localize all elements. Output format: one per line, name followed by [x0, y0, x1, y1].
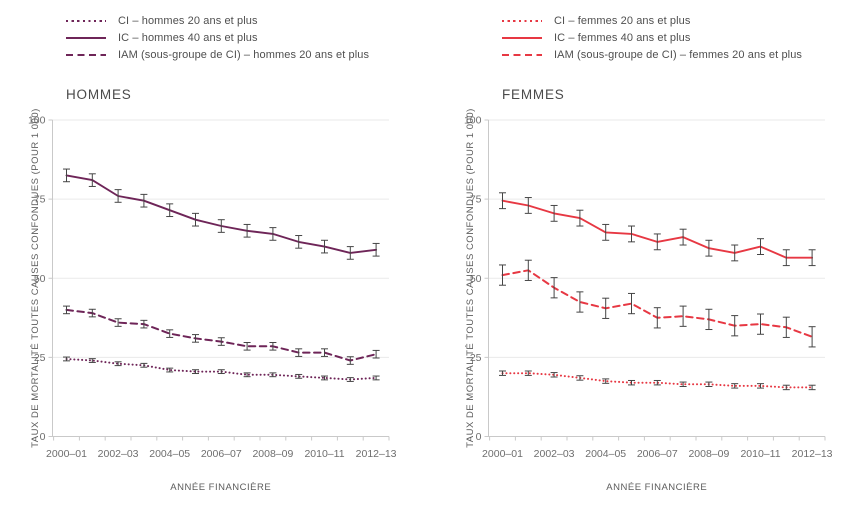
x-tick-label: 2012–13: [356, 448, 397, 460]
legend-item: IC – femmes 40 ans et plus: [502, 29, 802, 46]
y-tick-label: 25: [470, 352, 482, 364]
x-tick-label: 2000–01: [46, 448, 87, 460]
x-tick-label: 2012–13: [792, 448, 833, 460]
chart-femmes: 0 25 50 75 100 2000–01 2002–03 2004–05 2006–07 20…: [464, 108, 833, 493]
x-tick-label: 2006–07: [201, 448, 242, 460]
series-line-solid: [65, 174, 378, 254]
legend-label: IC – hommes 40 ans et plus: [118, 31, 258, 44]
panel-femmes: CI – femmes 20 ans et plus IC – femmes 4…: [425, 0, 850, 526]
x-tick-label: 2000–01: [482, 448, 523, 460]
x-tick-label: 2008–09: [252, 448, 293, 460]
legend-item: IAM (sous-groupe de CI) – femmes 20 ans …: [502, 46, 802, 63]
y-tick-label: 75: [34, 194, 46, 206]
panel-title-hommes: HOMMES: [66, 87, 132, 102]
y-tick-label: 50: [34, 273, 46, 285]
chart-hommes: 0 25 50 75 100 2000–01 2002–03 2004–05 2006–07 20…: [28, 108, 397, 493]
dashed-line-swatch: [502, 53, 542, 56]
y-tick-label: 0: [476, 431, 482, 443]
x-tick-label: 2002–03: [98, 448, 139, 460]
x-axis-title: ANNÉE FINANCIÈRE: [170, 482, 271, 493]
legend-item: CI – hommes 20 ans et plus: [66, 12, 369, 29]
legend-label: IC – femmes 40 ans et plus: [554, 31, 691, 44]
y-axis-title: TAUX DE MORTALITÉ TOUTES CAUSES CONFONDU…: [30, 108, 41, 448]
y-tick-label: 0: [40, 431, 46, 443]
panel-hommes: CI – hommes 20 ans et plus IC – hommes 4…: [28, 12, 397, 494]
x-tick-label: 2004–05: [149, 448, 190, 460]
x-axis-title: ANNÉE FINANCIÈRE: [606, 482, 707, 493]
legend-hommes: CI – hommes 20 ans et plus IC – hommes 4…: [66, 12, 369, 63]
dashed-line-swatch: [66, 53, 106, 56]
legend-label: CI – hommes 20 ans et plus: [118, 14, 258, 27]
y-tick-label: 25: [34, 352, 46, 364]
y-tick-label: 100: [28, 115, 46, 127]
legend-label: IAM (sous-groupe de CI) – femmes 20 ans …: [554, 48, 803, 61]
x-tick-label: 2010–11: [740, 448, 780, 460]
legend-item: IC – hommes 40 ans et plus: [66, 29, 369, 46]
y-tick-label: 75: [470, 194, 482, 206]
x-tick-label: 2004–05: [585, 448, 626, 460]
solid-line-swatch: [66, 36, 106, 39]
dotted-line-swatch: [66, 19, 106, 22]
x-tick-label: 2008–09: [688, 448, 729, 460]
x-tick-label: 2002–03: [534, 448, 575, 460]
x-tick-label: 2010–11: [304, 448, 344, 460]
legend-label: IAM (sous-groupe de CI) – hommes 20 ans …: [118, 48, 370, 61]
legend-label: CI – femmes 20 ans et plus: [554, 14, 691, 27]
legend-item: CI – femmes 20 ans et plus: [502, 12, 802, 29]
series-line-dashed: [65, 308, 378, 362]
y-axis-title: TAUX DE MORTALITÉ TOUTES CAUSES CONFONDU…: [465, 108, 476, 448]
legend-item: IAM (sous-groupe de CI) – hommes 20 ans …: [66, 46, 369, 63]
y-tick-label: 100: [464, 115, 482, 127]
y-tick-label: 50: [470, 273, 482, 285]
panel-title-femmes: FEMMES: [502, 87, 565, 102]
legend-femmes: CI – femmes 20 ans et plus IC – femmes 4…: [502, 12, 802, 63]
dotted-line-swatch: [502, 19, 542, 22]
x-tick-label: 2006–07: [637, 448, 678, 460]
solid-line-swatch: [502, 36, 542, 39]
